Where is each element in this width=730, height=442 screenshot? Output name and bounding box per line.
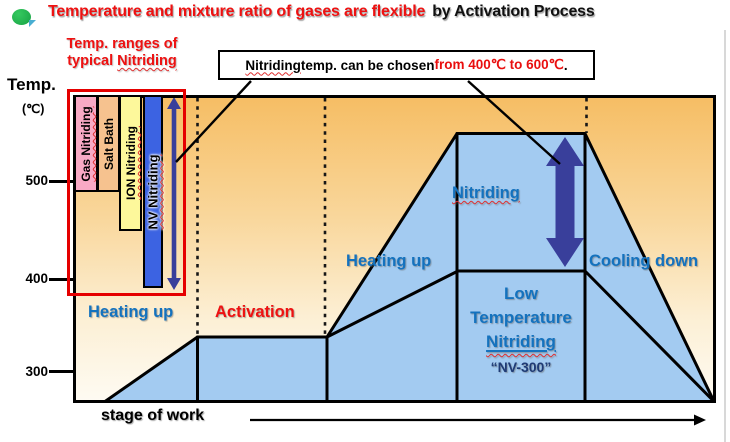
bullet-icon bbox=[12, 9, 36, 27]
bar-ion-nitriding: ION Nitriding bbox=[119, 95, 142, 231]
slide-edge-line bbox=[724, 30, 726, 442]
temp-ranges-note-line2: typical Nitriding bbox=[67, 53, 177, 69]
y-tickmark-400 bbox=[49, 278, 73, 281]
chart-canvas bbox=[73, 95, 716, 403]
y-tick-label-300: 300 bbox=[25, 364, 48, 379]
y-tick-label-400: 400 bbox=[25, 271, 48, 286]
y-axis-unit: (℃) bbox=[22, 102, 45, 116]
slide-title: Temperature and mixture ratio of gases a… bbox=[48, 3, 595, 21]
stage-label-heating-up-2: Heating up bbox=[346, 252, 432, 270]
y-tickmark-500 bbox=[49, 180, 73, 183]
slide-title-black: by Activation Process bbox=[432, 3, 595, 20]
stage-label-low-temp-nitriding: Low Temperature Nitriding “NV-300” bbox=[441, 282, 601, 376]
stage-label-activation: Activation bbox=[215, 303, 295, 321]
y-tickmark-300 bbox=[49, 370, 73, 373]
stage-label-nitriding: Nitriding bbox=[452, 184, 520, 202]
profile-inner-lines bbox=[196, 132, 716, 403]
x-axis-title: stage of work bbox=[101, 407, 205, 424]
chart-border bbox=[73, 95, 716, 403]
nitriding-word: Nitriding bbox=[117, 53, 177, 69]
slide-title-red: Temperature and mixture ratio of gases a… bbox=[48, 3, 426, 20]
y-tick-label-500: 500 bbox=[25, 173, 48, 188]
typical-ranges-red-frame bbox=[67, 89, 186, 296]
stage-divider-dotted-lines bbox=[196, 98, 588, 337]
y-axis-title: Temp. bbox=[7, 75, 56, 94]
callout-box: Nitriding temp. can be chosen from 400℃ … bbox=[218, 50, 595, 80]
x-axis-arrowhead-icon bbox=[694, 414, 706, 426]
bar-nv-nitriding: NV Nitriding bbox=[143, 95, 163, 288]
chart-area: Gas Nitriding Salt Bath ION Nitriding NV… bbox=[73, 95, 716, 403]
stage-label-heating-up-1: Heating up bbox=[88, 303, 174, 321]
bar-gas-nitriding: Gas Nitriding bbox=[74, 95, 98, 192]
nv-range-double-arrow-icon bbox=[167, 97, 181, 290]
temp-ranges-note-line1: Temp. ranges of bbox=[66, 36, 178, 52]
stage-label-cooling-down: Cooling down bbox=[589, 252, 699, 270]
nitriding-range-double-arrow-icon bbox=[546, 137, 584, 267]
temp-ranges-note: Temp. ranges of typical Nitriding bbox=[52, 36, 192, 70]
nv300-label: “NV-300” bbox=[490, 359, 552, 375]
